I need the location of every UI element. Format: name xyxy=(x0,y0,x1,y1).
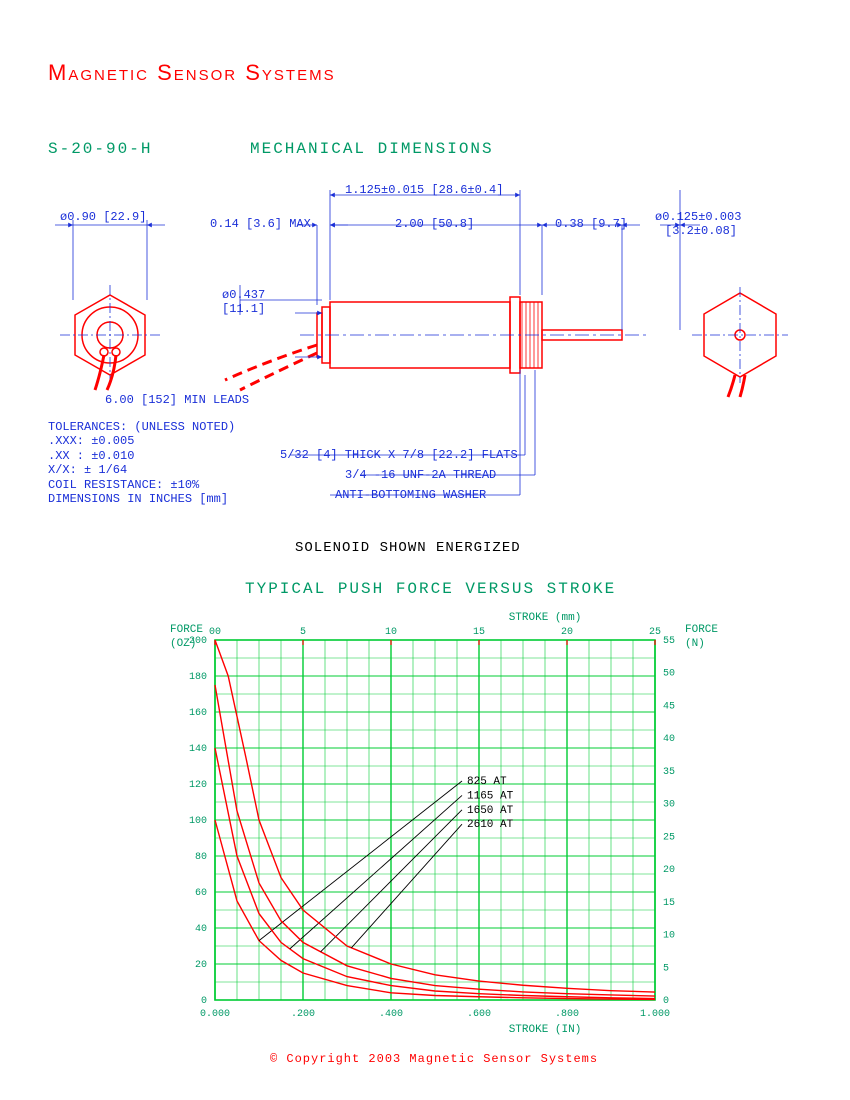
svg-text:120: 120 xyxy=(189,780,207,791)
dim-shaft-dia-2: [3.2±0.08] xyxy=(665,224,737,238)
svg-text:5: 5 xyxy=(300,627,306,638)
dim-shaft-dia-1: ø0.125±0.003 xyxy=(655,210,741,224)
svg-text:10: 10 xyxy=(385,627,397,638)
dim-dia-outer: ø0.90 [22.9] xyxy=(60,210,146,224)
dim-port-dia-1: ø0.437 xyxy=(222,288,265,302)
note-energized: SOLENOID SHOWN ENERGIZED xyxy=(295,540,521,556)
dim-leads: 6.00 [152] MIN LEADS xyxy=(105,393,249,407)
svg-text:.600: .600 xyxy=(467,1009,491,1020)
svg-text:35: 35 xyxy=(663,767,675,778)
svg-text:60: 60 xyxy=(195,888,207,899)
force-stroke-chart: 0204060801001201401601802000510152025303… xyxy=(140,600,740,1040)
svg-text:1165 AT: 1165 AT xyxy=(467,790,514,802)
svg-text:30: 30 xyxy=(663,800,675,811)
dim-port-dia-2: [11.1] xyxy=(222,302,265,316)
dim-length-top: 1.125±0.015 [28.6±0.4] xyxy=(345,183,503,197)
svg-text:0: 0 xyxy=(201,996,207,1007)
svg-text:80: 80 xyxy=(195,852,207,863)
dim-washer: ANTI-BOTTOMING WASHER xyxy=(335,488,486,502)
svg-text:2610 AT: 2610 AT xyxy=(467,819,514,831)
dim-thread: 3/4 -16 UNF-2A THREAD xyxy=(345,468,496,482)
svg-text:140: 140 xyxy=(189,744,207,755)
svg-text:15: 15 xyxy=(663,898,675,909)
svg-text:5: 5 xyxy=(663,963,669,974)
copyright: © Copyright 2003 Magnetic Sensor Systems xyxy=(270,1052,598,1066)
svg-text:20: 20 xyxy=(561,627,573,638)
svg-text:00: 00 xyxy=(209,627,221,638)
svg-text:1650 AT: 1650 AT xyxy=(467,805,514,817)
svg-text:(N): (N) xyxy=(685,638,705,650)
tol-line1: TOLERANCES: (UNLESS NOTED) xyxy=(48,420,235,434)
svg-text:STROKE (IN): STROKE (IN) xyxy=(509,1024,582,1036)
svg-text:15: 15 xyxy=(473,627,485,638)
tol-line6: DIMENSIONS IN INCHES [mm] xyxy=(48,492,235,506)
svg-text:160: 160 xyxy=(189,708,207,719)
svg-text:0: 0 xyxy=(663,996,669,1007)
tol-line4: X/X: ± 1/64 xyxy=(48,463,235,477)
svg-text:45: 45 xyxy=(663,701,675,712)
dim-flats: 5/32 [4] THICK X 7/8 [22.2] FLATS xyxy=(280,448,518,462)
section-mechanical-title: MECHANICAL DIMENSIONS xyxy=(250,140,494,158)
chart-title: TYPICAL PUSH FORCE VERSUS STROKE xyxy=(245,580,616,598)
svg-text:1.000: 1.000 xyxy=(640,1009,670,1020)
svg-text:0.000: 0.000 xyxy=(200,1009,230,1020)
svg-text:20: 20 xyxy=(663,865,675,876)
svg-text:10: 10 xyxy=(663,931,675,942)
svg-text:825 AT: 825 AT xyxy=(467,776,507,788)
dim-length-full: 2.00 [50.8] xyxy=(395,217,474,231)
svg-text:STROKE (mm): STROKE (mm) xyxy=(509,612,582,624)
part-number: S-20-90-H xyxy=(48,140,152,158)
tol-line2: .XXX: ±0.005 xyxy=(48,434,235,448)
company-title: Magnetic Sensor Systems xyxy=(48,60,336,86)
svg-text:FORCE: FORCE xyxy=(170,624,203,636)
svg-text:FORCE: FORCE xyxy=(685,624,718,636)
svg-text:55: 55 xyxy=(663,636,675,647)
tolerances-block: TOLERANCES: (UNLESS NOTED) .XXX: ±0.005 … xyxy=(48,420,235,506)
tol-line3: .XX : ±0.010 xyxy=(48,449,235,463)
svg-text:(OZ): (OZ) xyxy=(170,638,196,650)
svg-text:50: 50 xyxy=(663,669,675,680)
svg-text:.400: .400 xyxy=(379,1009,403,1020)
svg-text:100: 100 xyxy=(189,816,207,827)
svg-text:40: 40 xyxy=(663,734,675,745)
tol-line5: COIL RESISTANCE: ±10% xyxy=(48,478,235,492)
svg-text:.200: .200 xyxy=(291,1009,315,1020)
svg-text:25: 25 xyxy=(663,832,675,843)
svg-text:25: 25 xyxy=(649,627,661,638)
svg-text:180: 180 xyxy=(189,672,207,683)
dim-length-max: 0.14 [3.6] MAX xyxy=(210,217,311,231)
svg-text:20: 20 xyxy=(195,960,207,971)
dim-shaft-len: 0.38 [9.7] xyxy=(555,217,627,231)
svg-text:40: 40 xyxy=(195,924,207,935)
svg-text:.800: .800 xyxy=(555,1009,579,1020)
